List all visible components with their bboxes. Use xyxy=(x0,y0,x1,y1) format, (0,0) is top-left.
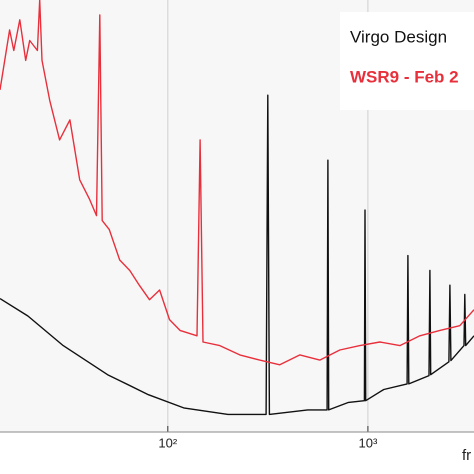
series-line xyxy=(0,94,474,416)
x-axis-label: fr xyxy=(462,447,471,464)
x-tick-label: 10³ xyxy=(359,435,378,450)
x-tick-label: 10² xyxy=(158,435,177,450)
legend-label: WSR9 - Feb 2 xyxy=(350,67,459,86)
legend-box xyxy=(340,12,474,110)
series-line xyxy=(0,0,474,366)
legend-label: Virgo Design xyxy=(350,27,447,46)
